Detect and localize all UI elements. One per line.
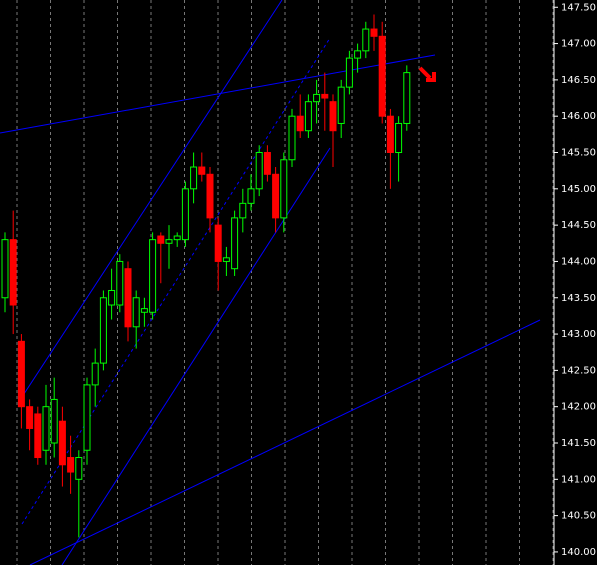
- candle-body: [198, 166, 206, 175]
- candle-body: [17, 340, 25, 408]
- candle-body: [26, 406, 34, 429]
- long-trend-line: [29, 319, 541, 565]
- candle-body: [116, 260, 124, 306]
- candle-body: [272, 173, 280, 219]
- candle-body: [304, 101, 312, 132]
- candle-body: [362, 28, 370, 52]
- candle-body: [263, 152, 271, 175]
- candle-body: [181, 188, 189, 241]
- candle-body: [354, 50, 362, 59]
- candle-body: [67, 457, 75, 473]
- candle-body: [222, 257, 230, 262]
- candle-body: [386, 115, 394, 154]
- y-tick-label: 147.00: [561, 39, 596, 50]
- candle-body: [42, 406, 50, 451]
- y-tick-label: 141.00: [561, 474, 596, 485]
- candle-body: [132, 297, 140, 328]
- y-tick-label: 147.50: [561, 2, 596, 13]
- candle-body: [83, 384, 91, 451]
- candle-body: [206, 173, 214, 219]
- candle-body: [124, 268, 132, 328]
- candle-body: [214, 224, 222, 262]
- y-tick-label: 142.50: [561, 365, 596, 376]
- channel-middle: [21, 37, 331, 525]
- candle-body: [1, 239, 9, 299]
- candle-body: [99, 297, 107, 364]
- candle-body: [165, 239, 173, 244]
- candle-body: [255, 152, 263, 190]
- candle-body: [140, 308, 148, 313]
- candle-body: [108, 289, 116, 306]
- candle-body: [395, 122, 403, 154]
- trend-lines: [0, 0, 541, 565]
- y-tick-label: 146.50: [561, 75, 596, 86]
- y-tick-label: 145.50: [561, 148, 596, 159]
- y-tick-label: 142.00: [561, 402, 596, 413]
- candle-body: [157, 235, 165, 244]
- candle-body: [280, 159, 288, 219]
- candle-body: [329, 101, 337, 132]
- candle-body: [337, 86, 345, 124]
- candle-body: [247, 188, 255, 204]
- candle-body: [288, 115, 296, 161]
- candle-body: [75, 457, 83, 480]
- signal-arrow: [418, 66, 436, 82]
- y-tick-label: 141.50: [561, 438, 596, 449]
- candle-body: [239, 202, 247, 219]
- candle-body: [296, 115, 304, 132]
- y-tick-label: 144.50: [561, 220, 596, 231]
- y-tick-label: 145.00: [561, 184, 596, 195]
- candle-body: [231, 217, 239, 270]
- candle-body: [34, 413, 42, 459]
- candle-body: [190, 166, 198, 190]
- candle-body: [321, 93, 329, 99]
- candle-body: [91, 362, 99, 386]
- y-tick-label: 140.50: [561, 511, 596, 522]
- y-tick-label: 143.00: [561, 329, 596, 340]
- candles: [1, 14, 411, 538]
- candle-body: [378, 35, 386, 117]
- channel-upper: [19, 0, 283, 401]
- candle-body: [403, 72, 411, 124]
- candle-body: [9, 239, 17, 306]
- y-tick-label: 143.50: [561, 293, 596, 304]
- candle-body: [313, 93, 321, 103]
- candle-body: [370, 28, 378, 37]
- candle-body: [58, 420, 66, 466]
- y-tick-label: 146.00: [561, 111, 596, 122]
- candle-body: [50, 398, 58, 444]
- trend-line: [0, 54, 436, 134]
- candle-body: [149, 239, 157, 313]
- price-axis: 140.00 140.50 141.00 141.50 142.00 142.50 143.…: [554, 2, 596, 558]
- y-tick-label: 140.00: [561, 547, 596, 558]
- candle-body: [173, 235, 181, 241]
- y-tick-label: 144.00: [561, 256, 596, 267]
- candle-body: [345, 57, 353, 88]
